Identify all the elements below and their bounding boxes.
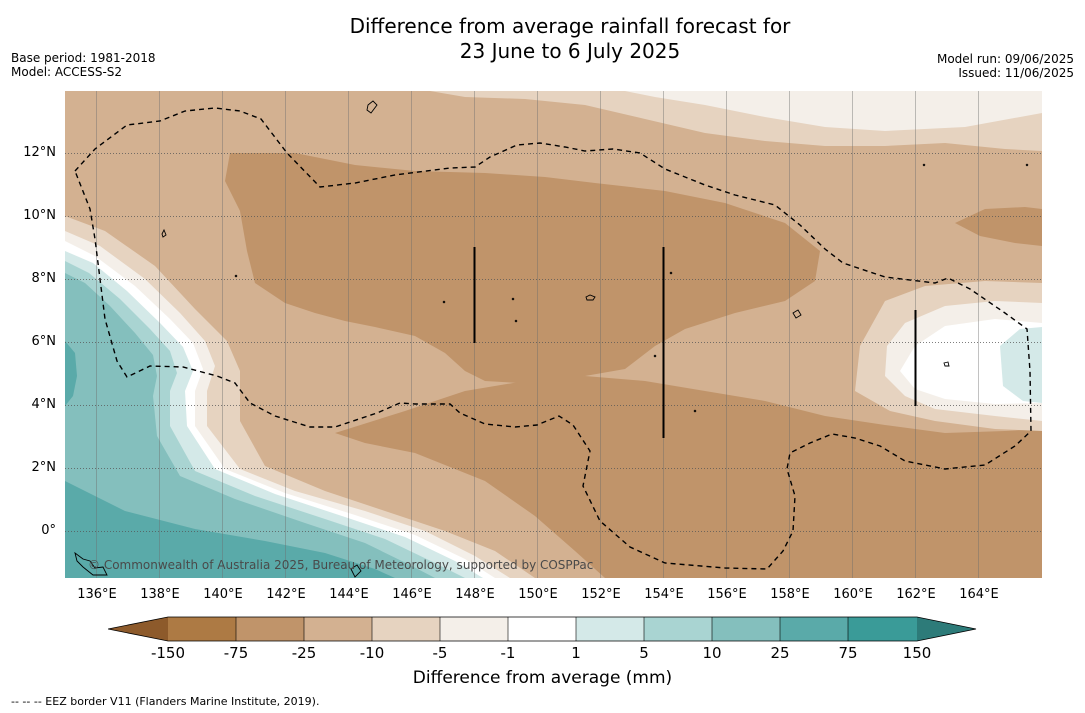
cb-seg-lt-150 xyxy=(108,617,168,641)
islands xyxy=(74,100,1029,578)
cb-label-25: 25 xyxy=(770,644,790,662)
region-central-dry xyxy=(225,153,820,383)
cb-seg-10 xyxy=(780,617,848,641)
lon-label-146e: 146°E xyxy=(392,587,432,602)
lat-label-4n: 4°N xyxy=(31,397,57,412)
cb-label-75: 75 xyxy=(838,644,858,662)
lon-label-140e: 140°E xyxy=(203,587,243,602)
cb-label-neg1: -1 xyxy=(500,644,516,662)
cb-label-neg10: -10 xyxy=(359,644,385,662)
cb-seg-5 xyxy=(440,617,508,641)
latitude-gridlines xyxy=(65,153,1042,532)
region-east-wet xyxy=(1000,327,1042,403)
cb-seg-8 xyxy=(644,617,712,641)
region-west-wet3 xyxy=(65,273,435,578)
lon-label-136e: 136°E xyxy=(77,587,117,602)
rainfall-map xyxy=(65,91,1042,578)
model-run: Model run: 09/06/2025 xyxy=(936,52,1074,66)
eez-border xyxy=(74,107,1032,570)
lon-label-154e: 154°E xyxy=(644,587,684,602)
title-line-1: Difference from average rainfall forecas… xyxy=(349,14,791,38)
cb-label-5: 5 xyxy=(639,644,649,662)
lat-label-2n: 2°N xyxy=(31,460,57,475)
cb-outline xyxy=(108,616,977,642)
lon-label-164e: 164°E xyxy=(959,587,999,602)
model-name: Model: ACCESS-S2 xyxy=(11,65,123,79)
lat-label-0: 0° xyxy=(41,523,56,538)
cb-dividers xyxy=(235,617,849,641)
cb-seg-1 xyxy=(168,617,236,641)
longitude-gridlines xyxy=(96,91,979,578)
cb-seg-3 xyxy=(304,617,372,641)
region-west-wet5 xyxy=(65,481,395,578)
lon-label-158e: 158°E xyxy=(770,587,810,602)
lon-label-148e: 148°E xyxy=(455,587,495,602)
cb-label-150: 150 xyxy=(902,644,932,662)
lon-label-156e: 156°E xyxy=(707,587,747,602)
cb-seg-11 xyxy=(848,617,917,641)
lon-label-138e: 138°E xyxy=(140,587,180,602)
eez-footnote: -- -- -- EEZ border V11 (Flanders Marine… xyxy=(11,695,320,708)
cb-seg-9 xyxy=(712,617,780,641)
cb-seg-gt150 xyxy=(917,617,976,641)
cb-label-neg75: -75 xyxy=(223,644,249,662)
map-title: Difference from average rainfall forecas… xyxy=(0,14,1085,64)
cb-label-1: 1 xyxy=(571,644,581,662)
base-period: Base period: 1981-2018 xyxy=(11,51,156,65)
cb-label-neg150: -150 xyxy=(150,644,186,662)
region-lower-dry xyxy=(335,376,1042,578)
cb-label-neg5: -5 xyxy=(432,644,448,662)
lat-label-10n: 10°N xyxy=(23,208,56,223)
map-svg xyxy=(65,91,1042,578)
lon-label-162e: 162°E xyxy=(896,587,936,602)
issued-date: Issued: 11/06/2025 xyxy=(958,66,1074,80)
cb-seg-6 xyxy=(508,617,576,641)
lon-label-142e: 142°E xyxy=(266,587,306,602)
cb-seg-2 xyxy=(236,617,304,641)
lon-label-144e: 144°E xyxy=(329,587,369,602)
cb-label-neg25: -25 xyxy=(291,644,317,662)
cb-seg-4 xyxy=(372,617,440,641)
region-east-dry xyxy=(955,207,1042,246)
region-west-wet4 xyxy=(65,341,77,406)
title-line-2: 23 June to 6 July 2025 xyxy=(459,39,681,63)
lon-label-150e: 150°E xyxy=(518,587,558,602)
meta-left: Base period: 1981-2018 Model: ACCESS-S2 xyxy=(11,51,156,79)
meta-right: Model run: 09/06/2025 Issued: 11/06/2025 xyxy=(937,52,1074,80)
region-top-lighter xyxy=(625,91,1042,131)
lat-label-6n: 6°N xyxy=(31,334,57,349)
cb-seg-7 xyxy=(576,617,644,641)
cb-label-10: 10 xyxy=(702,644,722,662)
copyright-text: © Commonwealth of Australia 2025, Bureau… xyxy=(88,558,594,572)
lon-label-152e: 152°E xyxy=(581,587,621,602)
lon-label-160e: 160°E xyxy=(833,587,873,602)
lat-label-12n: 12°N xyxy=(23,145,56,160)
colorbar xyxy=(108,616,977,642)
colorbar-title: Difference from average (mm) xyxy=(412,668,673,688)
marker-lines xyxy=(473,247,917,438)
lat-label-8n: 8°N xyxy=(31,271,57,286)
